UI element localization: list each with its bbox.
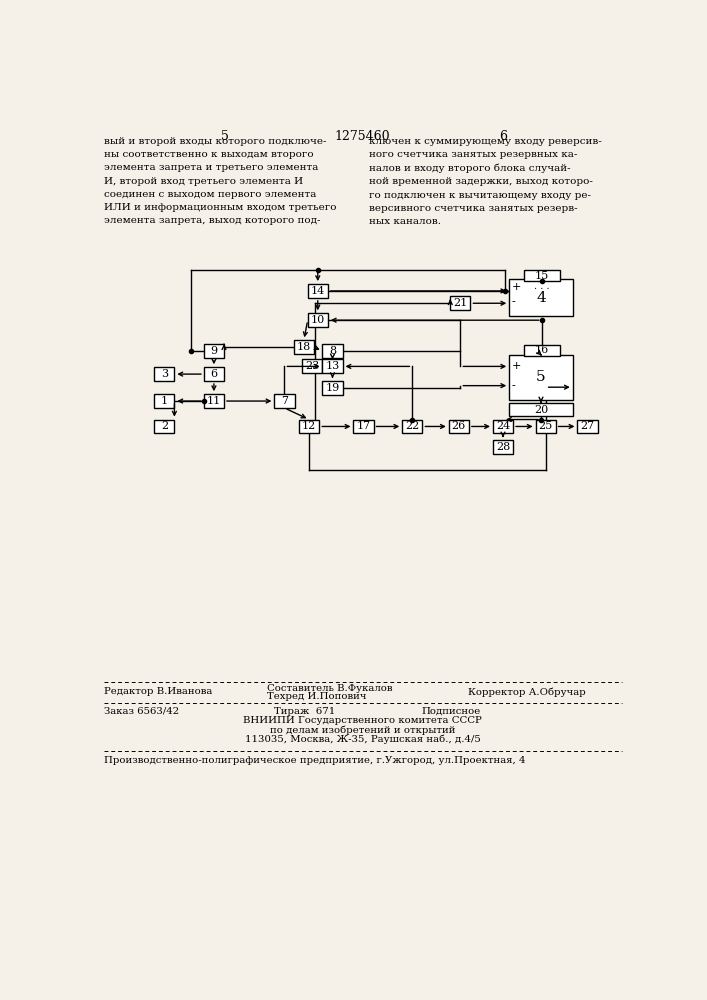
Text: 1: 1 xyxy=(160,396,168,406)
Bar xyxy=(154,394,175,408)
Text: 14: 14 xyxy=(310,286,325,296)
Bar xyxy=(322,344,343,358)
Bar xyxy=(293,340,314,354)
Text: 2: 2 xyxy=(160,421,168,431)
Text: 10: 10 xyxy=(310,315,325,325)
Bar xyxy=(354,420,373,433)
Bar xyxy=(509,403,573,416)
Text: 6: 6 xyxy=(211,369,218,379)
Text: 23: 23 xyxy=(305,361,320,371)
Text: +: + xyxy=(512,361,521,371)
Text: 5: 5 xyxy=(221,130,228,143)
Text: Корректор А.Обручар: Корректор А.Обручар xyxy=(468,687,586,697)
Bar xyxy=(535,420,556,433)
Text: . . .: . . . xyxy=(534,282,549,291)
Text: Тираж  671: Тираж 671 xyxy=(274,707,336,716)
Text: по делам изобретений и открытий: по делам изобретений и открытий xyxy=(270,725,455,735)
Bar xyxy=(493,420,513,433)
Text: 18: 18 xyxy=(297,342,311,352)
Bar xyxy=(303,359,322,373)
Text: 15: 15 xyxy=(534,271,549,281)
Bar xyxy=(524,345,559,356)
Bar xyxy=(509,279,573,316)
Text: 12: 12 xyxy=(302,421,316,431)
Text: Техред И.Попович: Техред И.Попович xyxy=(267,692,366,701)
Text: +: + xyxy=(512,282,521,292)
Text: 25: 25 xyxy=(539,421,553,431)
Bar xyxy=(154,420,175,433)
Bar xyxy=(493,440,513,454)
Text: Редактор В.Иванова: Редактор В.Иванова xyxy=(104,687,212,696)
Bar xyxy=(402,420,422,433)
Text: ключен к суммирующему входу реверсив-
ного счетчика занятых резервных ка-
налов : ключен к суммирующему входу реверсив- но… xyxy=(369,137,602,226)
Text: 3: 3 xyxy=(160,369,168,379)
Text: 9: 9 xyxy=(211,346,218,356)
Text: 113035, Москва, Ж-35, Раушская наб., д.4/5: 113035, Москва, Ж-35, Раушская наб., д.4… xyxy=(245,734,481,744)
Bar xyxy=(204,367,224,381)
Text: 8: 8 xyxy=(329,346,336,356)
Bar xyxy=(524,270,559,281)
Text: Подписное: Подписное xyxy=(421,707,481,716)
Bar xyxy=(204,394,224,408)
Text: 22: 22 xyxy=(405,421,419,431)
Bar xyxy=(154,367,175,381)
Text: 13: 13 xyxy=(325,361,339,371)
Bar xyxy=(308,313,328,327)
Text: -: - xyxy=(512,297,515,307)
Text: Составитель В.Фукалов: Составитель В.Фукалов xyxy=(267,684,392,693)
Text: 24: 24 xyxy=(496,421,510,431)
Text: ВНИИПИ Государственного комитета СССР: ВНИИПИ Государственного комитета СССР xyxy=(243,716,482,725)
Text: →: → xyxy=(500,286,508,296)
Text: вый и второй входы которого подключе-
ны соответственно к выходам второго
элемен: вый и второй входы которого подключе- ны… xyxy=(104,137,337,225)
Text: -: - xyxy=(512,381,515,391)
Text: 21: 21 xyxy=(453,298,467,308)
Text: 5: 5 xyxy=(536,370,546,384)
Bar xyxy=(449,420,469,433)
Bar xyxy=(308,284,328,298)
Bar xyxy=(322,359,343,373)
Text: 4: 4 xyxy=(536,291,546,305)
Text: 11: 11 xyxy=(207,396,221,406)
Bar xyxy=(509,355,573,400)
Text: 26: 26 xyxy=(452,421,466,431)
Text: 27: 27 xyxy=(580,421,595,431)
Bar xyxy=(204,344,224,358)
Text: 1275460: 1275460 xyxy=(334,130,390,143)
Text: Заказ 6563/42: Заказ 6563/42 xyxy=(104,707,179,716)
Text: 6: 6 xyxy=(499,130,507,143)
Text: 19: 19 xyxy=(325,383,339,393)
Text: 16: 16 xyxy=(534,345,549,355)
Bar xyxy=(578,420,597,433)
Text: 17: 17 xyxy=(356,421,370,431)
Bar xyxy=(322,381,343,395)
Text: 20: 20 xyxy=(534,405,548,415)
Bar xyxy=(274,394,295,408)
Bar xyxy=(450,296,470,310)
Text: 28: 28 xyxy=(496,442,510,452)
Text: 7: 7 xyxy=(281,396,288,406)
Text: Производственно-полиграфическое предприятие, г.Ужгород, ул.Проектная, 4: Производственно-полиграфическое предприя… xyxy=(104,756,525,765)
Bar xyxy=(299,420,320,433)
